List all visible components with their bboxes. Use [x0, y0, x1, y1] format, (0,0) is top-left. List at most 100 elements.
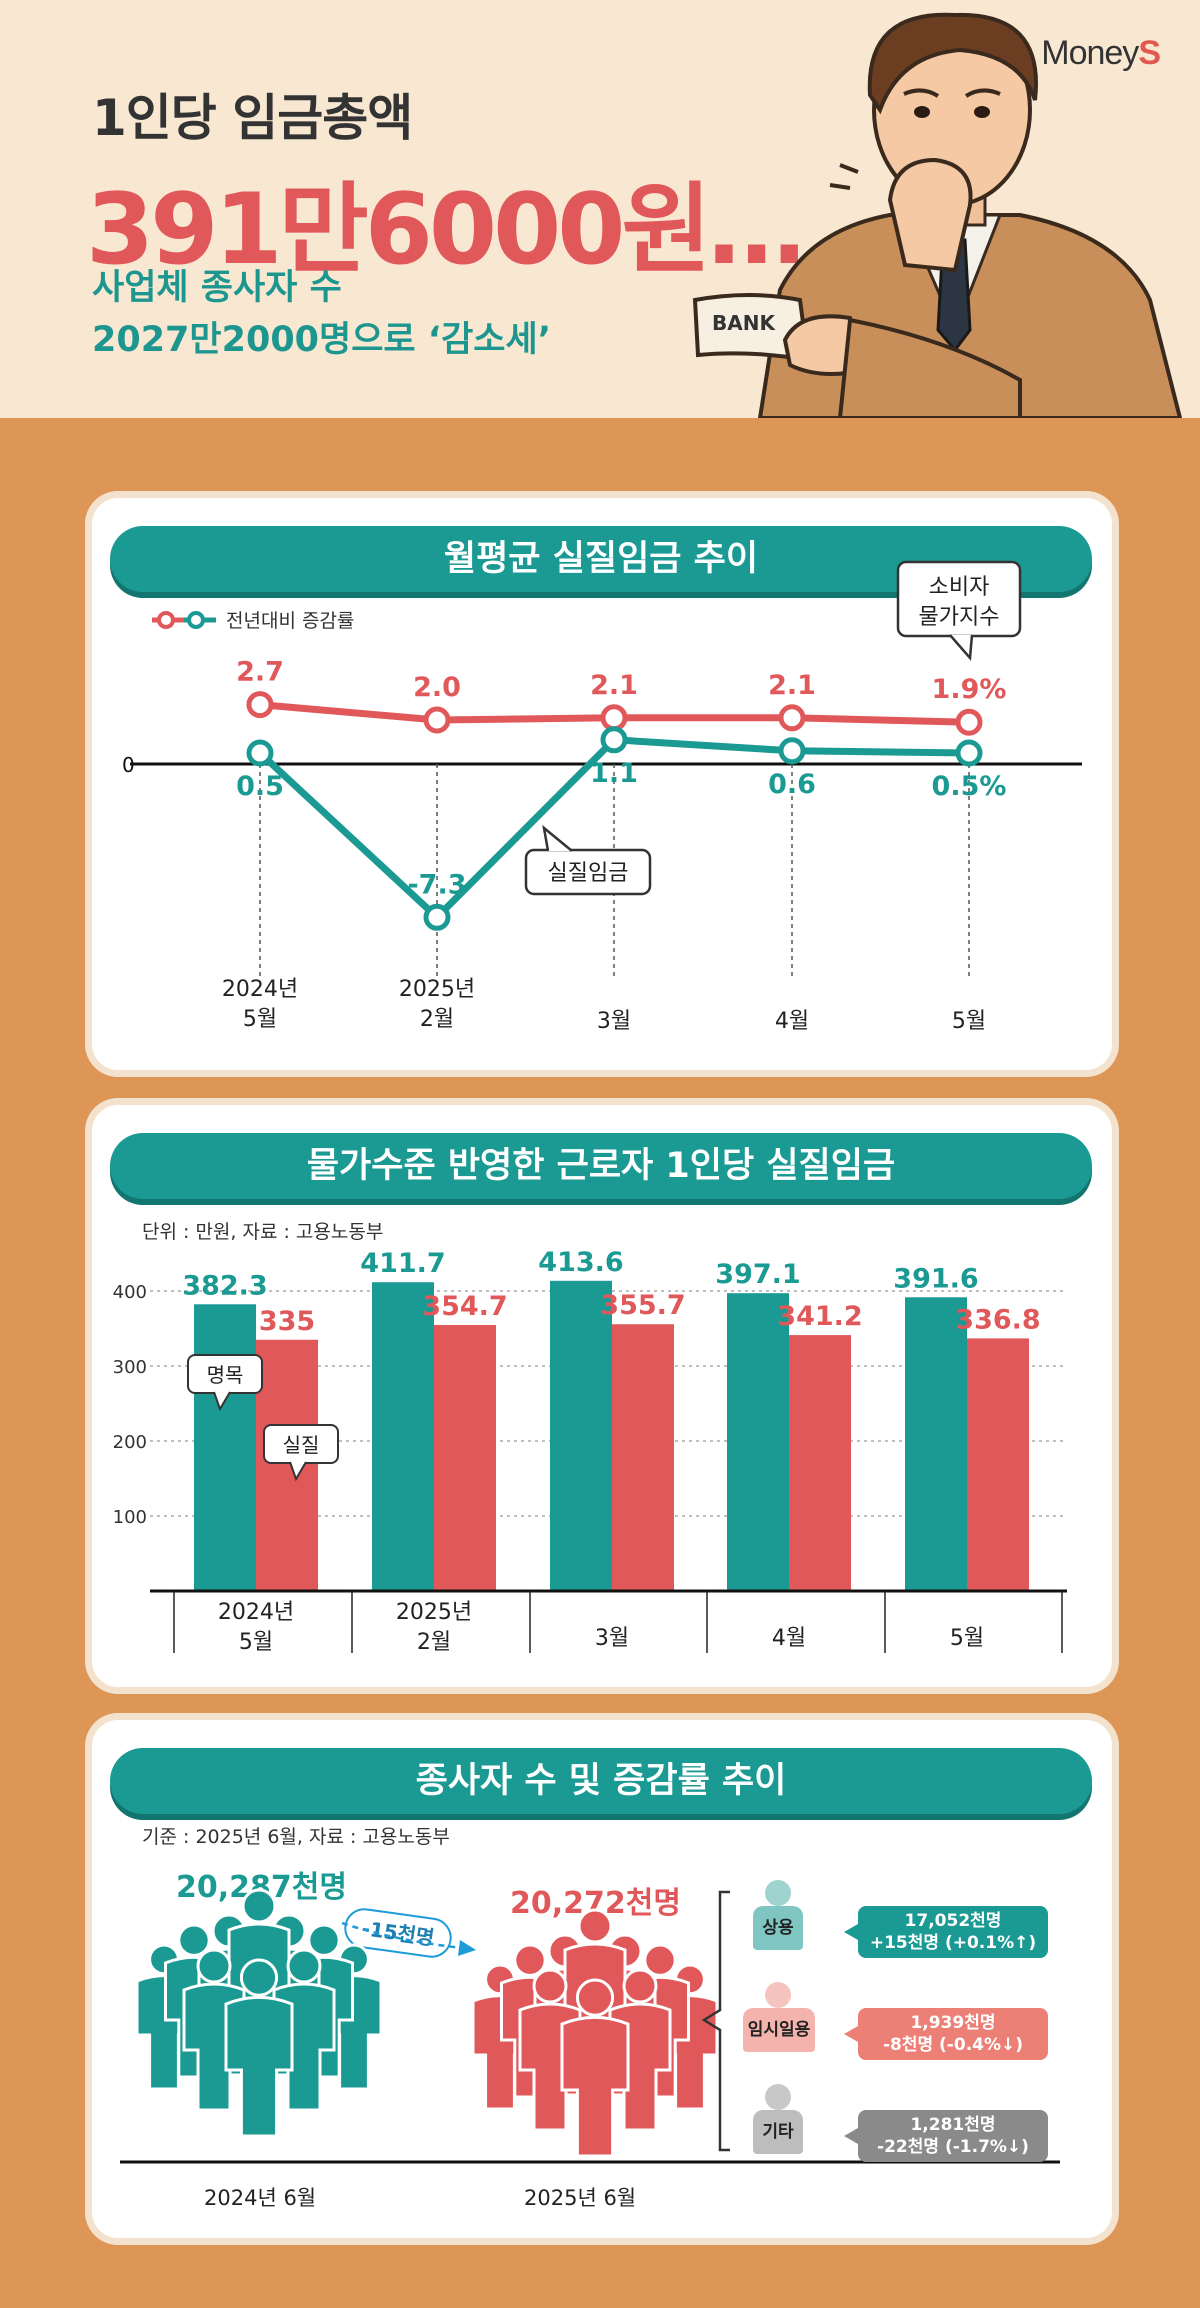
real-wage-data-label: -7.3	[407, 869, 466, 900]
real-wage-point	[246, 739, 274, 767]
callout-box	[524, 848, 652, 896]
callout-real: 실질	[263, 1424, 339, 1482]
real-data-label: 355.7	[600, 1290, 685, 1321]
nominal-data-label: 382.3	[182, 1270, 267, 1301]
callout-text: 실질임금	[548, 861, 629, 886]
crowd-2025	[471, 1908, 719, 2158]
legend-marker-cpi	[157, 611, 175, 629]
x-tick-label: 2024년 5월	[222, 977, 298, 1032]
callout-nominal: 명목	[187, 1354, 263, 1412]
person-head	[286, 1948, 322, 1984]
real-wage-data-label: 0.5	[236, 771, 284, 802]
nominal-bar	[905, 1297, 967, 1591]
headline-label: 1인당 임금총액	[92, 89, 413, 147]
person-head	[239, 1958, 279, 1997]
callout-pointer	[949, 634, 974, 662]
category-other: 기타	[753, 2110, 803, 2154]
arrow-head-icon	[458, 1940, 476, 1956]
real-bar	[434, 1324, 496, 1591]
people-illustration	[120, 1888, 1060, 2164]
cpi-point	[955, 708, 983, 736]
person-body	[224, 1995, 294, 2138]
real-wage-point	[955, 739, 983, 767]
brand-logo: MoneyS	[1041, 34, 1161, 72]
real-wage-point	[423, 903, 451, 931]
nominal-bar	[550, 1280, 612, 1591]
real-bar	[789, 1335, 851, 1591]
label-2025: 2025년 6월	[524, 2186, 637, 2210]
tag-other: 1,281천명 -22천명 (-1.7%↓)	[844, 2110, 1048, 2162]
x-tick-label: 4월	[775, 1009, 809, 1034]
callout-text: 명목	[207, 1363, 244, 1387]
label-2024: 2024년 6월	[204, 2186, 317, 2210]
panel-title: 종사자 수 및 증감률 추이	[110, 1748, 1092, 1814]
cpi-point	[778, 704, 806, 732]
cpi-data-label: 2.7	[236, 657, 284, 688]
tag-temporary: 1,939천명 -8천명 (-0.4%↓)	[844, 2008, 1048, 2060]
panel-workers: 종사자 수 및 증감률 추이 기준 : 2025년 6월, 자료 : 고용노동부…	[92, 1720, 1112, 2238]
panel-real-wage-trend: 월평균 실질임금 추이 전년대비 증감률 0 2024년 5월 2025년 2월 3월 4월 5…	[92, 498, 1112, 1070]
x-tick-label: 2025년 2월	[396, 1600, 472, 1655]
x-tick-label: 4월	[772, 1626, 806, 1651]
legend-label: 전년대비 증감률	[226, 610, 354, 632]
person-head	[577, 1908, 613, 1944]
callout-pointer	[289, 1461, 307, 1482]
y-tick-label: 400	[113, 1282, 147, 1303]
real-wage-point	[778, 737, 806, 765]
x-tick-label: 3월	[595, 1626, 629, 1651]
panel-title: 물가수준 반영한 근로자 1인당 실질임금	[110, 1133, 1092, 1199]
y-tick-label: 300	[113, 1357, 147, 1378]
legend-marker-real	[187, 611, 205, 629]
category-regular: 상용	[753, 1906, 803, 1950]
real-wage-point	[600, 726, 628, 754]
x-tick-label: 3월	[597, 1009, 631, 1034]
callout-real-wage: 실질임금	[524, 824, 652, 896]
headline-value: 391만6000원…	[86, 173, 806, 287]
callout-text: 물가지수	[919, 605, 1000, 630]
callout-text: 실질	[283, 1433, 320, 1457]
person-body	[560, 2015, 630, 2158]
worried-man-illustration: BANK	[692, 12, 1183, 418]
tag-regular: 17,052천명 +15천명 (+0.1%↑)	[844, 1906, 1048, 1958]
worker-icon-head	[765, 1880, 791, 1906]
real-wage-data-label: 0.5%	[932, 771, 1007, 802]
category-temporary: 임시일용	[743, 2008, 815, 2052]
person-head	[575, 1978, 615, 2017]
real-data-label: 341.2	[777, 1301, 862, 1332]
nominal-data-label: 391.6	[893, 1263, 978, 1294]
nominal-bar	[372, 1282, 434, 1591]
workers-note: 기준 : 2025년 6월, 자료 : 고용노동부	[142, 1826, 450, 1848]
cpi-data-label: 2.1	[768, 670, 816, 701]
headline-sub: 사업체 종사자 수 2027만2000명으로 ‘감소세’	[92, 268, 552, 360]
real-bar	[612, 1324, 674, 1591]
nominal-data-label: 413.6	[538, 1247, 623, 1278]
callout-text: 소비자	[929, 575, 990, 600]
worker-icon-head	[765, 1982, 791, 2008]
cpi-data-label: 1.9%	[932, 674, 1007, 705]
cpi-point	[423, 706, 451, 734]
cpi-data-label: 2.1	[590, 670, 638, 701]
bar-chart: 100 200 300 400 382.3 411.7 413.6 397.1 391.6 335…	[113, 1247, 1067, 1655]
person-head	[532, 1968, 568, 2004]
x-tick-label: 5월	[952, 1009, 986, 1034]
real-data-label: 354.7	[422, 1291, 507, 1322]
nominal-bar	[727, 1293, 789, 1591]
person-head	[622, 1968, 658, 2004]
person-head	[177, 1923, 211, 1957]
y-tick-label: 200	[113, 1432, 147, 1453]
person-head	[513, 1943, 547, 1977]
person-head	[196, 1948, 232, 1984]
zero-label: 0	[122, 753, 135, 777]
x-tick-label: 2024년 5월	[218, 1600, 294, 1655]
cpi-data-label: 2.0	[413, 672, 461, 703]
brace	[701, 1890, 730, 2152]
line-chart: 전년대비 증감률 0 2024년 5월 2025년 2월 3월 4월 5월 2.7 2.0 2.1 2.…	[122, 560, 1082, 1034]
difference-arrow	[341, 1921, 463, 1950]
real-bar	[256, 1339, 318, 1591]
nominal-data-label: 411.7	[360, 1248, 445, 1279]
callout-pointer	[542, 824, 573, 852]
callout-pointer	[213, 1391, 231, 1412]
real-bar	[967, 1338, 1029, 1591]
cpi-point	[600, 704, 628, 732]
